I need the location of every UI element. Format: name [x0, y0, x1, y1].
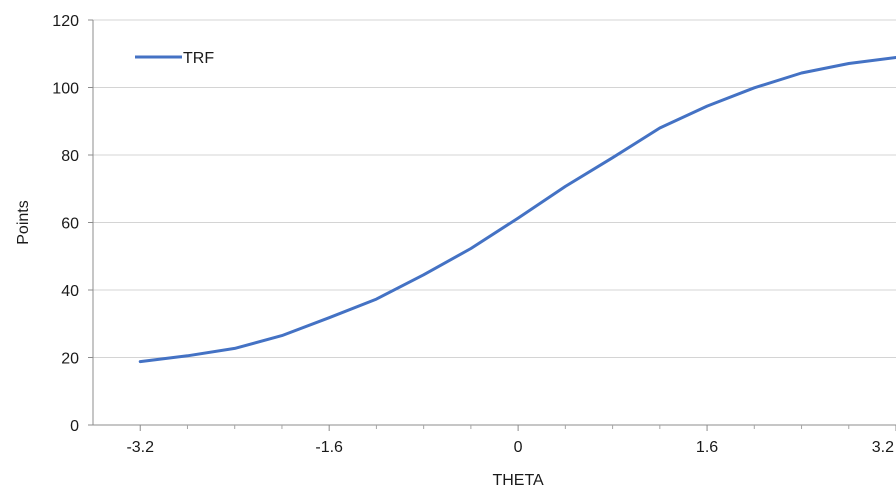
legend-label: TRF — [183, 50, 214, 67]
series-layer — [138, 56, 896, 364]
series-line-trf — [138, 56, 896, 364]
y-tick-label: 120 — [52, 13, 79, 30]
x-tick-label: 0 — [514, 439, 523, 456]
gridlines — [93, 19, 896, 358]
y-axis-title: Points — [15, 200, 32, 244]
ticks: 0 20 40 60 80 100 120 -3.2 -1.6 0 1.6 3.2 — [52, 13, 896, 456]
x-tick-label: -3.2 — [126, 439, 154, 456]
y-tick-label: 20 — [61, 351, 79, 368]
y-tick-label: 0 — [70, 418, 79, 435]
legend: TRF — [135, 50, 214, 67]
x-tick-label: -1.6 — [315, 439, 343, 456]
y-tick-label: 40 — [61, 283, 79, 300]
x-tick-label: 1.6 — [696, 439, 718, 456]
y-tick-label: 100 — [52, 81, 79, 98]
x-axis-title: THETA — [492, 472, 544, 489]
y-tick-label: 80 — [61, 148, 79, 165]
y-tick-label: 60 — [61, 216, 79, 233]
x-tick-label: 3.2 — [872, 439, 894, 456]
